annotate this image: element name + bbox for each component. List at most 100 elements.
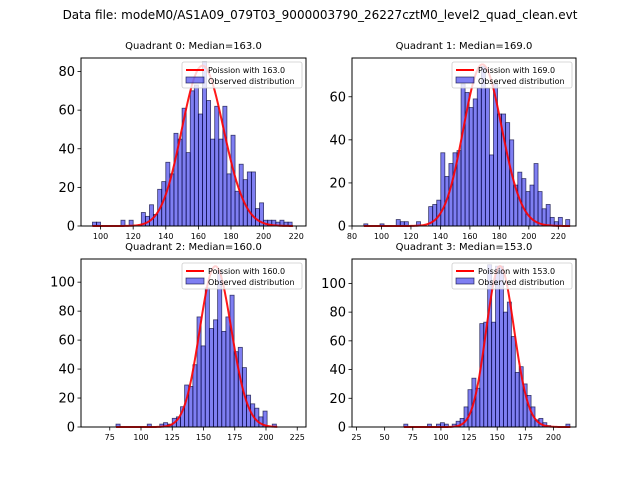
histogram-bar bbox=[149, 204, 154, 227]
subplot-quadrant-0: Quadrant 0: Median=163.0 0 20 40 60 80 100 120 1… bbox=[58, 41, 307, 241]
x-tick-label: 180 bbox=[223, 232, 238, 241]
x-tick-label: 200 bbox=[258, 433, 273, 442]
subplot-quadrant-1: Quadrant 1: Median=169.0 0 20 40 60 80 100 120 1… bbox=[329, 41, 577, 241]
legend-label-poisson: Poission with 160.0 bbox=[208, 267, 285, 276]
legend-label-poisson: Poission with 163.0 bbox=[208, 66, 285, 75]
legend-box bbox=[181, 61, 303, 89]
y-tick-label: 20 bbox=[58, 181, 75, 196]
histogram-bar bbox=[476, 87, 482, 227]
histogram-bar bbox=[225, 316, 231, 428]
histogram-bar bbox=[188, 386, 194, 428]
histogram-bar bbox=[491, 321, 497, 428]
histogram-bar bbox=[200, 345, 206, 428]
legend-bar-swatch bbox=[185, 76, 205, 84]
histogram-bar bbox=[497, 113, 502, 227]
axes-frame bbox=[351, 258, 577, 428]
subplot-title: Quadrant 3: Median=153.0 bbox=[396, 242, 533, 253]
histogram-bar bbox=[229, 294, 235, 428]
histogram-bar bbox=[255, 208, 260, 227]
legend-bar-swatch bbox=[185, 277, 205, 285]
legend-label-observed: Observed distribution bbox=[208, 77, 295, 86]
x-tick-label: 200 bbox=[256, 232, 271, 241]
histogram-bar bbox=[480, 66, 486, 227]
y-tick-label: 0 bbox=[338, 421, 346, 436]
y-tick-label: 60 bbox=[329, 334, 346, 349]
y-tick-label: 0 bbox=[67, 421, 75, 436]
histogram-bar bbox=[226, 173, 232, 227]
legend-label-observed: Observed distribution bbox=[478, 77, 565, 86]
y-tick-label: 60 bbox=[329, 90, 346, 105]
histogram-bar bbox=[545, 204, 551, 227]
x-tick-label: 100 bbox=[133, 433, 148, 442]
x-tick-label: 75 bbox=[408, 433, 418, 442]
x-tick-label: 150 bbox=[490, 433, 505, 442]
x-tick-label: 140 bbox=[433, 232, 448, 241]
histogram-bar bbox=[218, 138, 224, 227]
legend-box bbox=[451, 61, 573, 89]
histogram-bar bbox=[193, 84, 199, 227]
histogram-bar bbox=[189, 90, 195, 227]
legend-label-poisson: Poission with 153.0 bbox=[478, 267, 555, 276]
histogram-bar bbox=[177, 138, 183, 227]
histogram-bar bbox=[510, 336, 516, 428]
x-tick-label: 125 bbox=[461, 433, 476, 442]
histogram-bar bbox=[440, 152, 446, 227]
legend-label-poisson: Poission with 169.0 bbox=[478, 66, 555, 75]
subplot-title: Quadrant 1: Median=169.0 bbox=[396, 41, 533, 52]
legend-box bbox=[451, 262, 573, 290]
y-tick-label: 20 bbox=[58, 392, 75, 407]
histogram-bar bbox=[197, 113, 203, 227]
histogram-bar bbox=[210, 138, 216, 227]
y-tick-label: 40 bbox=[58, 363, 75, 378]
histogram-bar bbox=[217, 270, 223, 428]
histogram-bar bbox=[432, 204, 438, 227]
histogram-bar bbox=[213, 319, 219, 428]
histogram-bar bbox=[192, 364, 198, 428]
y-tick-label: 40 bbox=[329, 363, 346, 378]
x-tick-label: 180 bbox=[492, 232, 507, 241]
histogram-bar bbox=[521, 178, 527, 227]
x-tick-label: 80 bbox=[347, 232, 357, 241]
histogram-bar bbox=[499, 265, 504, 428]
x-tick-label: 50 bbox=[380, 433, 390, 442]
x-tick-label: 200 bbox=[521, 232, 536, 241]
histogram-bar bbox=[484, 87, 490, 227]
y-tick-label: 100 bbox=[321, 277, 346, 292]
histogram-bar bbox=[557, 216, 563, 227]
subplot-quadrant-2: Quadrant 2: Median=160.0 0 20 40 60 80 100 75 10… bbox=[50, 242, 307, 442]
x-tick-label: 160 bbox=[191, 232, 206, 241]
subplot-title: Quadrant 0: Median=163.0 bbox=[125, 41, 262, 52]
y-tick-label: 80 bbox=[58, 65, 75, 80]
x-tick-label: 120 bbox=[403, 232, 418, 241]
legend: Poission with 160.0 Observed distribution bbox=[181, 262, 303, 290]
legend-box bbox=[181, 262, 303, 290]
histogram-bar bbox=[185, 152, 191, 227]
x-tick-label: 175 bbox=[518, 433, 533, 442]
y-tick-label: 80 bbox=[329, 306, 346, 321]
histogram-bar bbox=[505, 122, 511, 227]
x-tick-label: 125 bbox=[165, 433, 180, 442]
legend-bar-swatch bbox=[455, 277, 475, 285]
legend: Poission with 169.0 Observed distribution bbox=[451, 61, 573, 89]
x-tick-label: 220 bbox=[551, 232, 566, 241]
histogram-bar bbox=[525, 191, 531, 227]
histogram-bar bbox=[460, 83, 466, 227]
histogram-bar bbox=[533, 163, 539, 227]
x-tick-label: 120 bbox=[126, 232, 141, 241]
x-tick-label: 100 bbox=[93, 232, 108, 241]
legend: Poission with 153.0 Observed distribution bbox=[451, 262, 573, 290]
histogram-bar bbox=[208, 328, 214, 428]
x-tick-label: 150 bbox=[196, 433, 211, 442]
histogram-bar bbox=[472, 98, 478, 227]
histogram-bar bbox=[204, 287, 210, 428]
histogram-bar bbox=[489, 154, 494, 227]
histogram-bar bbox=[230, 134, 236, 227]
y-tick-label: 40 bbox=[58, 142, 75, 157]
histogram-bar bbox=[234, 190, 240, 227]
histogram-bar bbox=[502, 311, 508, 428]
axes-frame bbox=[80, 258, 307, 428]
legend-bar-swatch bbox=[455, 76, 475, 84]
x-tick-label: 220 bbox=[289, 232, 304, 241]
axes-frame bbox=[351, 57, 577, 227]
subplot-quadrant-3: Quadrant 3: Median=153.0 0 20 40 60 80 100 25 50… bbox=[321, 242, 577, 442]
